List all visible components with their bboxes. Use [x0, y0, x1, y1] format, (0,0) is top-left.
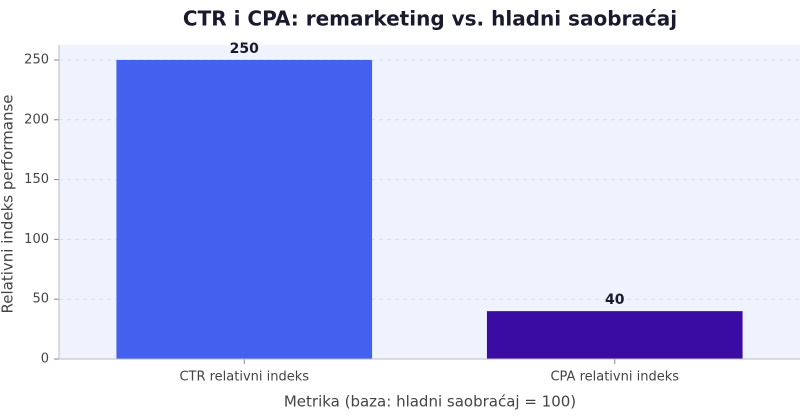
x-tick-label: CTR relativni indeks: [179, 370, 309, 385]
y-tick-label: 200: [24, 112, 49, 127]
chart-title: CTR i CPA: remarketing vs. hladni saobra…: [183, 7, 677, 31]
y-tick-label: 100: [24, 232, 49, 247]
bar: [486, 311, 743, 359]
y-tick-label: 150: [24, 172, 49, 187]
plot: 0 50 100 150 200 250 CTR relativni indeks 250 CP…: [24, 41, 800, 385]
y-tick-label: 250: [24, 52, 49, 67]
y-axis-label: Relativni indeks performanse: [0, 94, 17, 313]
bar: [116, 59, 373, 359]
value-label: 40: [605, 292, 625, 308]
x-axis-label: Metrika (baza: hladni saobraćaj = 100): [284, 393, 576, 411]
y-tick-label: 50: [32, 292, 49, 307]
x-tick-label: CPA relativni indeks: [550, 370, 679, 385]
y-tick-label: 0: [41, 352, 49, 367]
value-label: 250: [230, 41, 259, 57]
